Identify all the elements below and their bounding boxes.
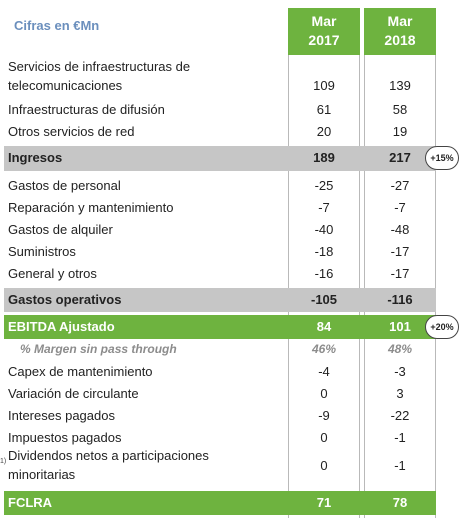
value-2018: 139 — [389, 78, 411, 93]
value-2018: -22 — [390, 408, 410, 423]
row-label: % Margen sin pass through — [20, 342, 177, 356]
unit-label: Cifras en €Mn — [14, 18, 100, 33]
row-label: Gastos operativos — [8, 292, 122, 307]
value-2017: 84 — [316, 319, 332, 334]
value-2017: 0 — [320, 458, 328, 473]
value-2017: -25 — [314, 178, 334, 193]
column-header-year: 2018 — [384, 32, 416, 48]
row-label: Gastos de personal — [8, 178, 121, 193]
value-2018: -17 — [390, 244, 410, 259]
value-2017: -18 — [314, 244, 334, 259]
table-row-servicios: Servicios de infraestructuras de telecom… — [0, 58, 463, 94]
value-2017: 71 — [316, 495, 332, 510]
row-label: Gastos de alquiler — [8, 222, 113, 237]
row-label: Dividendos netos a participaciones — [8, 448, 209, 463]
value-2017: -9 — [318, 408, 330, 423]
column-2018-outline — [364, 8, 436, 518]
table-row-dividendos: Dividendos netos a participaciones minor… — [0, 448, 463, 486]
column-header-2018: Mar 2018 — [364, 8, 436, 55]
value-2018: 101 — [389, 319, 411, 334]
value-2017: 20 — [316, 124, 332, 139]
value-2018: 19 — [392, 124, 408, 139]
value-2018: -1 — [394, 430, 406, 445]
value-2017: -4 — [318, 364, 330, 379]
fclra-highlight-band — [4, 491, 436, 515]
value-2017: 189 — [313, 150, 335, 165]
value-2017: -105 — [310, 292, 338, 307]
ingresos-highlight-band — [4, 146, 436, 171]
footnote-marker: 1) — [0, 458, 7, 465]
row-label: Ingresos — [8, 150, 63, 165]
row-label-continued: minoritarias — [8, 467, 76, 482]
value-2018: 217 — [389, 150, 411, 165]
value-2018: -1 — [394, 458, 406, 473]
value-2017: 0 — [320, 386, 328, 401]
value-2018: 58 — [392, 102, 408, 117]
value-2018: -3 — [394, 364, 406, 379]
column-header-year: 2017 — [308, 32, 340, 48]
row-label: General y otros — [8, 266, 97, 281]
value-2018: 48% — [387, 342, 413, 356]
value-2017: -7 — [318, 200, 330, 215]
row-label: Variación de circulante — [8, 386, 139, 401]
value-2018: -17 — [390, 266, 410, 281]
column-header-2017: Mar 2017 — [288, 8, 360, 55]
row-label: Infraestructuras de difusión — [8, 102, 165, 117]
value-2018: -116 — [387, 292, 413, 307]
value-2017: 0 — [320, 430, 328, 445]
ebitda-highlight-band — [4, 315, 436, 339]
value-2017: -16 — [314, 266, 334, 281]
value-2017: 109 — [313, 78, 335, 93]
row-label: Impuestos pagados — [8, 430, 122, 445]
value-2018: -48 — [390, 222, 410, 237]
column-header-month: Mar — [311, 13, 337, 29]
row-label-continued: telecomunicaciones — [8, 78, 123, 93]
value-2018: 3 — [396, 386, 404, 401]
value-2017: -40 — [314, 222, 334, 237]
column-2017-outline — [288, 8, 360, 518]
value-2018: 78 — [392, 495, 408, 510]
row-label: Capex de mantenimiento — [8, 364, 153, 379]
value-2017: 61 — [316, 102, 332, 117]
growth-badge-ingresos: +15% — [425, 146, 459, 170]
value-2017: 46% — [311, 342, 337, 356]
row-label: FCLRA — [8, 495, 53, 510]
row-label: Servicios de infraestructuras de — [8, 59, 191, 74]
growth-badge-ebitda: +20% — [425, 315, 459, 339]
value-2018: -27 — [390, 178, 410, 193]
row-label: Suministros — [8, 244, 76, 259]
row-label: EBITDA Ajustado — [8, 319, 115, 334]
column-header-month: Mar — [387, 13, 413, 29]
row-label: Intereses pagados — [8, 408, 115, 423]
row-label: Otros servicios de red — [8, 124, 135, 139]
row-label: Reparación y mantenimiento — [8, 200, 174, 215]
gastos-highlight-band — [4, 288, 436, 312]
value-2018: -7 — [394, 200, 406, 215]
